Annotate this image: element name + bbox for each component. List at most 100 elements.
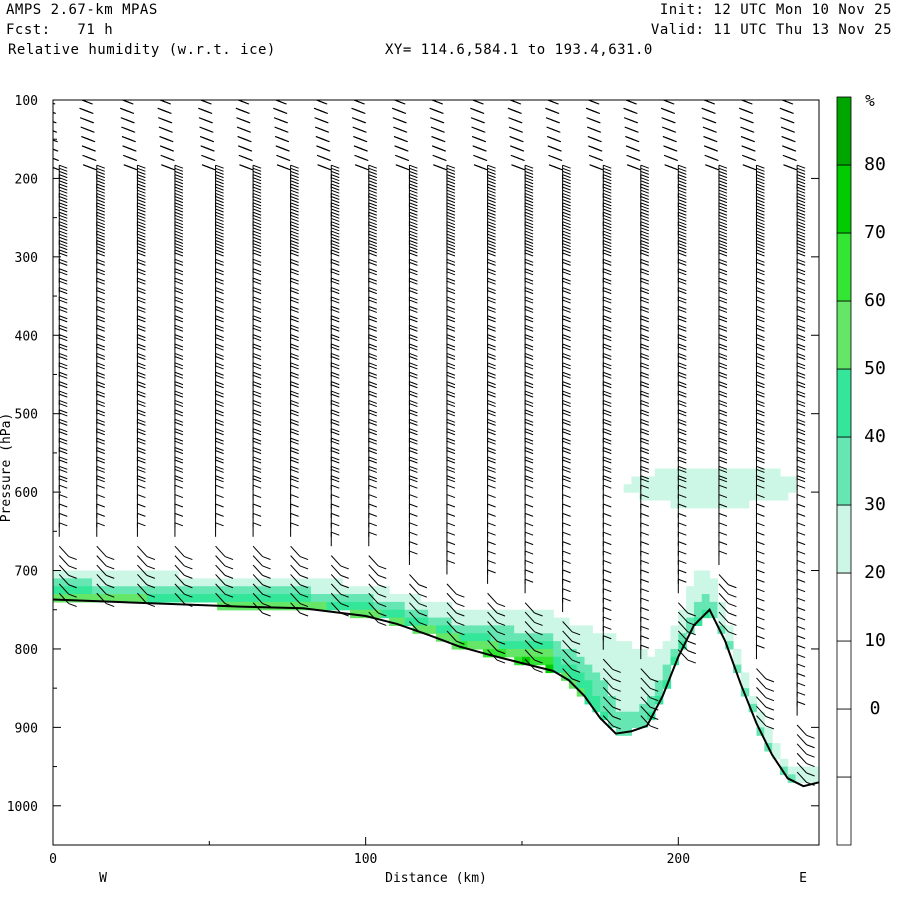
colorbar-unit: %	[865, 91, 875, 110]
rh-cell	[482, 633, 492, 642]
rh-cell	[115, 594, 124, 603]
rh-cell	[623, 484, 633, 493]
humidity-field	[53, 468, 819, 783]
rh-cell	[545, 633, 554, 642]
rh-cell	[615, 641, 625, 650]
wind-barb	[487, 611, 506, 626]
rh-cell	[709, 468, 718, 478]
rh-cell	[545, 625, 554, 634]
rh-cell	[521, 648, 531, 658]
wind-barb	[237, 136, 252, 143]
wind-barb	[779, 107, 794, 114]
colorbar-tick-label: 40	[864, 426, 886, 447]
rh-cell	[193, 586, 203, 595]
rh-cell	[779, 758, 789, 768]
rh-cell	[498, 609, 507, 619]
wind-barb	[640, 696, 659, 711]
rh-cell	[709, 601, 718, 611]
rh-cell	[772, 476, 781, 485]
wind-barb	[588, 145, 603, 152]
rh-cell	[99, 586, 109, 595]
wind-barb	[704, 154, 719, 162]
wind-barb	[562, 668, 581, 683]
rh-cell	[592, 641, 601, 650]
rh-cell	[506, 641, 515, 650]
rh-cell	[553, 625, 562, 634]
rh-cell	[623, 656, 633, 666]
rh-cell	[725, 468, 734, 478]
rh-cell	[342, 594, 351, 603]
rh-cell	[68, 578, 78, 587]
rh-cell	[162, 586, 171, 595]
wind-barb	[330, 174, 340, 189]
rh-cell	[553, 656, 562, 666]
rh-cell	[740, 468, 750, 478]
wind-barb	[524, 611, 543, 626]
wind-barb	[198, 117, 213, 124]
wind-barb	[395, 164, 410, 171]
wind-barb	[330, 531, 340, 547]
wind-barb	[80, 126, 95, 133]
rh-cell	[662, 641, 672, 650]
rh-cell	[709, 609, 718, 619]
rh-cell	[475, 609, 484, 619]
rh-cell	[592, 688, 601, 697]
rh-cell	[607, 696, 617, 705]
wind-barb	[602, 696, 621, 711]
rh-cell	[584, 688, 593, 697]
rh-cell	[654, 680, 664, 689]
rh-cell	[201, 586, 210, 595]
rh-cell	[756, 468, 765, 478]
rh-cell	[607, 688, 617, 697]
rh-cell	[639, 664, 648, 674]
wind-barb	[741, 145, 756, 152]
wind-barb	[562, 630, 581, 645]
rh-cell	[670, 633, 679, 642]
rh-cell	[92, 570, 101, 579]
rh-cell	[740, 680, 750, 689]
rh-cell	[803, 774, 812, 783]
wind-barb	[562, 183, 571, 199]
colorbar-box	[836, 640, 852, 710]
rh-cell	[725, 499, 734, 509]
rh-cell	[514, 633, 523, 642]
rh-cell	[107, 594, 117, 603]
rh-cell	[373, 594, 382, 603]
rh-cell	[404, 609, 414, 619]
wind-barb	[330, 211, 340, 227]
wind-barb	[627, 164, 642, 171]
rh-cell	[201, 578, 210, 587]
wind-barb	[409, 592, 428, 608]
rh-cell	[498, 641, 507, 650]
rh-cell	[428, 625, 437, 634]
rh-cell	[467, 609, 476, 619]
wind-barb	[408, 211, 418, 227]
rh-cell	[357, 609, 367, 619]
rh-cell	[264, 586, 273, 595]
rh-cell	[576, 672, 586, 681]
rh-cell	[303, 578, 312, 587]
rh-cell	[779, 492, 789, 501]
rh-cell	[709, 578, 718, 587]
wind-barb	[409, 583, 428, 598]
wind-barb	[273, 117, 288, 124]
rh-cell	[686, 625, 695, 634]
rh-cell	[451, 633, 461, 642]
rh-cell	[631, 648, 640, 658]
colorbar: 0 10 20 30 40 50 60 70 80%	[836, 91, 886, 846]
rh-cell	[662, 484, 672, 493]
wind-barb	[252, 555, 271, 570]
wind-barb	[252, 545, 271, 561]
rh-cell	[529, 656, 539, 666]
rh-cell	[670, 468, 679, 478]
wind-barb	[470, 117, 485, 124]
rh-cell	[451, 609, 461, 619]
wind-barb	[626, 154, 641, 162]
rh-cell	[701, 492, 711, 501]
rh-cell	[350, 601, 359, 611]
wind-barb	[756, 705, 775, 720]
rh-cell	[162, 594, 171, 603]
rh-cell	[678, 617, 687, 627]
wind-barb	[430, 117, 445, 124]
rh-cell	[733, 664, 742, 674]
